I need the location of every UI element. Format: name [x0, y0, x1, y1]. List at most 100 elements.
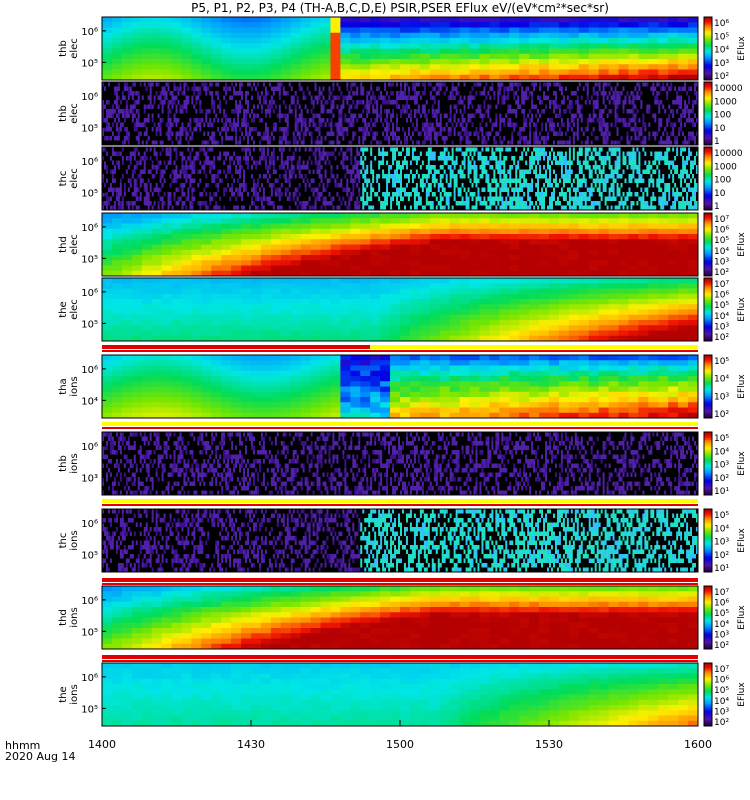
y-tick-label: 10⁵: [81, 188, 98, 199]
panel-frame: [101, 585, 699, 650]
y-tick-label: 10⁵: [81, 58, 98, 69]
panel-ylabel: elec: [69, 103, 80, 124]
colorbar-tick-label: 10⁶: [714, 676, 729, 686]
colorbar: [703, 212, 713, 277]
colorbar-tick-label: 10³: [714, 322, 729, 332]
panel-frame: [101, 508, 699, 573]
y-tick-label: 10⁶: [81, 519, 98, 530]
colorbar-tick-label: 10³: [714, 538, 729, 548]
panel-ylabel: thb: [58, 40, 69, 57]
panel-ylabel: the: [58, 686, 69, 702]
y-tick-label: 10⁶: [81, 157, 98, 168]
colorbar: [703, 508, 713, 573]
y-tick-label: 10³: [81, 473, 98, 484]
colorbar-tick-label: 10³: [714, 257, 729, 267]
x-tick-label: 1400: [88, 738, 116, 751]
colorbar-tick-label: 10⁴: [714, 620, 729, 630]
colorbar-tick-label: 10⁴: [714, 524, 729, 534]
panel-frame: [101, 146, 699, 211]
panel-ylabel: elec: [69, 234, 80, 255]
colorbar-tick-label: 10⁵: [714, 434, 729, 444]
colorbar-label: EFlux: [737, 297, 747, 322]
y-tick-label: 10⁶: [81, 365, 98, 376]
colorbar-tick-label: 10³: [714, 392, 729, 402]
colorbar-label: EFlux: [737, 36, 747, 61]
panel-ylabel: elec: [69, 168, 80, 189]
panel-ylabel: thd: [58, 609, 69, 626]
colorbar-label: EFlux: [737, 528, 747, 553]
colorbar-tick-label: 10000: [714, 149, 743, 159]
colorbar-tick-label: 10⁶: [714, 19, 729, 29]
colorbar-tick-label: 10²: [714, 410, 729, 420]
colorbar-tick-label: 10⁵: [714, 686, 729, 696]
colorbar-tick-label: 10²: [714, 551, 729, 561]
x-tick-label: 1600: [684, 738, 712, 751]
colorbar-tick-label: 1: [714, 202, 720, 212]
status-flag-bar: [102, 578, 698, 585]
colorbar-tick-label: 10⁴: [714, 46, 729, 56]
y-tick-label: 10⁶: [81, 288, 98, 299]
date-label: 2020 Aug 14: [5, 750, 75, 763]
panel-frame: [101, 277, 699, 342]
y-tick-label: 10⁴: [81, 396, 98, 407]
y-tick-label: 10⁶: [81, 442, 98, 453]
panel-ylabel: the: [58, 301, 69, 317]
time-label: hhmm: [5, 739, 40, 752]
colorbar-tick-label: 100: [714, 111, 731, 121]
colorbar-tick-label: 10⁵: [714, 511, 729, 521]
colorbar-tick-label: 10⁴: [714, 447, 729, 457]
y-tick-label: 10⁵: [81, 254, 98, 265]
panel-ylabel: ions: [69, 607, 80, 627]
y-tick-label: 10⁵: [81, 123, 98, 134]
colorbar-tick-label: 10: [714, 189, 726, 199]
colorbar-tick-label: 100: [714, 176, 731, 186]
panel-ylabel: thb: [58, 105, 69, 122]
colorbar: [703, 662, 713, 727]
colorbar-label: EFlux: [737, 451, 747, 476]
colorbar: [703, 585, 713, 650]
status-flag-bar: [102, 655, 698, 662]
colorbar-tick-label: 10⁵: [714, 357, 729, 367]
panel-ylabel: ions: [69, 453, 80, 473]
y-tick-label: 10⁶: [81, 673, 98, 684]
status-flag-bar: [102, 499, 698, 506]
colorbar-tick-label: 10³: [714, 707, 729, 717]
colorbar-tick-label: 10⁷: [714, 665, 729, 675]
colorbar-tick-label: 1000: [714, 97, 737, 107]
x-tick-label: 1430: [237, 738, 265, 751]
y-tick-label: 10⁶: [81, 27, 98, 38]
colorbar-tick-label: 10⁵: [714, 32, 729, 42]
y-tick-label: 10⁵: [81, 704, 98, 715]
colorbar-tick-label: 10¹: [714, 564, 729, 574]
colorbar-tick-label: 10⁴: [714, 312, 729, 322]
colorbar-label: EFlux: [737, 682, 747, 707]
colorbar-tick-label: 10³: [714, 461, 729, 471]
colorbar-tick-label: 10²: [714, 333, 729, 343]
panel-frame: [101, 16, 699, 81]
colorbar-tick-label: 10⁶: [714, 291, 729, 301]
status-flag-bar: [102, 422, 698, 429]
colorbar-label: EFlux: [737, 605, 747, 630]
colorbar-tick-label: 10⁴: [714, 375, 729, 385]
colorbar-tick-label: 10²: [714, 641, 729, 651]
colorbar-label: EFlux: [737, 374, 747, 399]
colorbar-tick-label: 10²: [714, 474, 729, 484]
panel-frame: [101, 431, 699, 496]
x-tick-label: 1530: [535, 738, 563, 751]
colorbar-tick-label: 1: [714, 137, 720, 147]
colorbar: [703, 81, 713, 146]
panel-ylabel: ions: [69, 684, 80, 704]
colorbar-tick-label: 10²: [714, 72, 729, 82]
x-axis: 1400 1430 1500 1530 1600: [88, 720, 712, 751]
